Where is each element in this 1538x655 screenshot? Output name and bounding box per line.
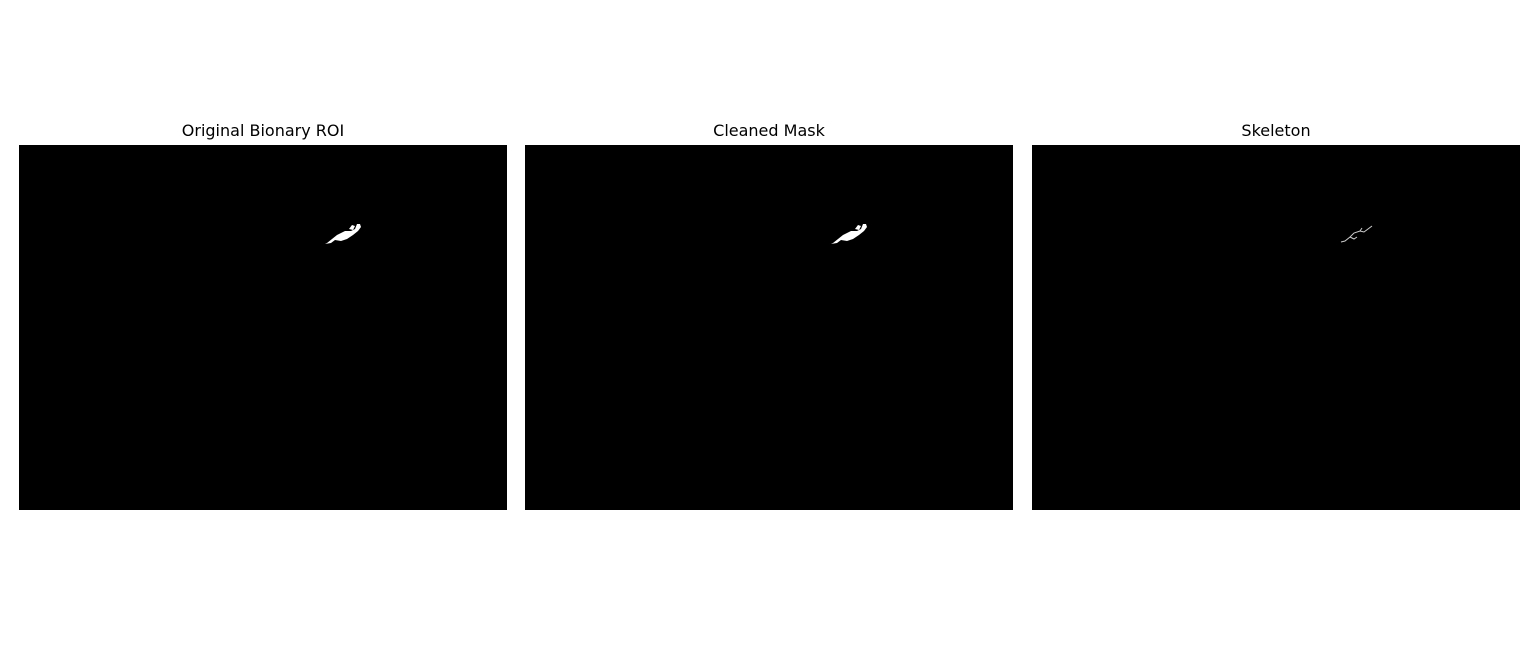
image-background: [1032, 145, 1520, 510]
skeleton-image: [1032, 145, 1520, 510]
image-background: [525, 145, 1013, 510]
panel-skeleton: Skeleton: [1032, 118, 1520, 510]
skeleton-line: [1340, 225, 1373, 243]
image-background: [19, 145, 507, 510]
panel-title-cleaned-mask: Cleaned Mask: [713, 121, 825, 140]
blob-shape: [349, 225, 355, 230]
panel-title-original-roi: Original Bionary ROI: [181, 121, 345, 140]
cleaned-mask-image: [525, 145, 1013, 510]
panel-title-skeleton: Skeleton: [1241, 121, 1311, 140]
blob-shape: [831, 224, 867, 244]
skeleton-line: [1349, 236, 1358, 240]
original-roi-image: [19, 145, 507, 510]
blob-shape: [855, 225, 861, 230]
skeleton-line: [1359, 227, 1363, 232]
panel-cleaned-mask: Cleaned Mask: [525, 118, 1013, 510]
panel-original-roi: Original Bionary ROI: [19, 118, 507, 510]
blob-shape: [325, 224, 361, 244]
